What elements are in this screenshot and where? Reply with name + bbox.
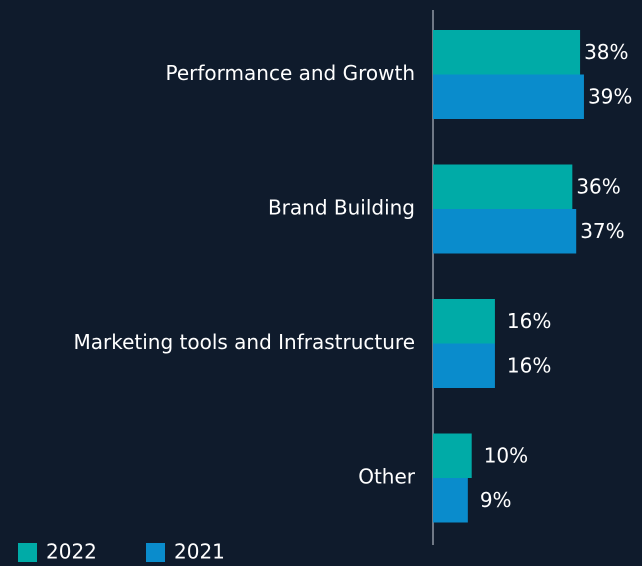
value-label: 39% [588,84,632,108]
bar [433,75,584,120]
category-label: Brand Building [268,196,415,220]
legend-label: 2021 [174,540,225,564]
category-label: Performance and Growth [166,61,415,85]
chart: Performance and Growth 38% 39% Brand Buildi… [0,0,642,566]
category-label: Marketing tools and Infrastructure [73,330,415,354]
bar [433,299,495,344]
bar [433,344,495,389]
legend-label: 2022 [46,540,97,564]
bar [433,30,580,75]
bar [433,434,472,479]
bar [433,165,572,210]
category-label: Other [358,465,416,489]
bar [433,478,468,523]
value-label: 10% [484,443,528,467]
legend-swatch [18,543,37,562]
bar [433,209,576,254]
value-label: 9% [480,488,512,512]
legend-swatch [146,543,165,562]
value-label: 37% [580,219,624,243]
value-label: 38% [584,40,628,64]
value-label: 16% [507,353,551,377]
value-label: 16% [507,309,551,333]
value-label: 36% [576,174,620,198]
